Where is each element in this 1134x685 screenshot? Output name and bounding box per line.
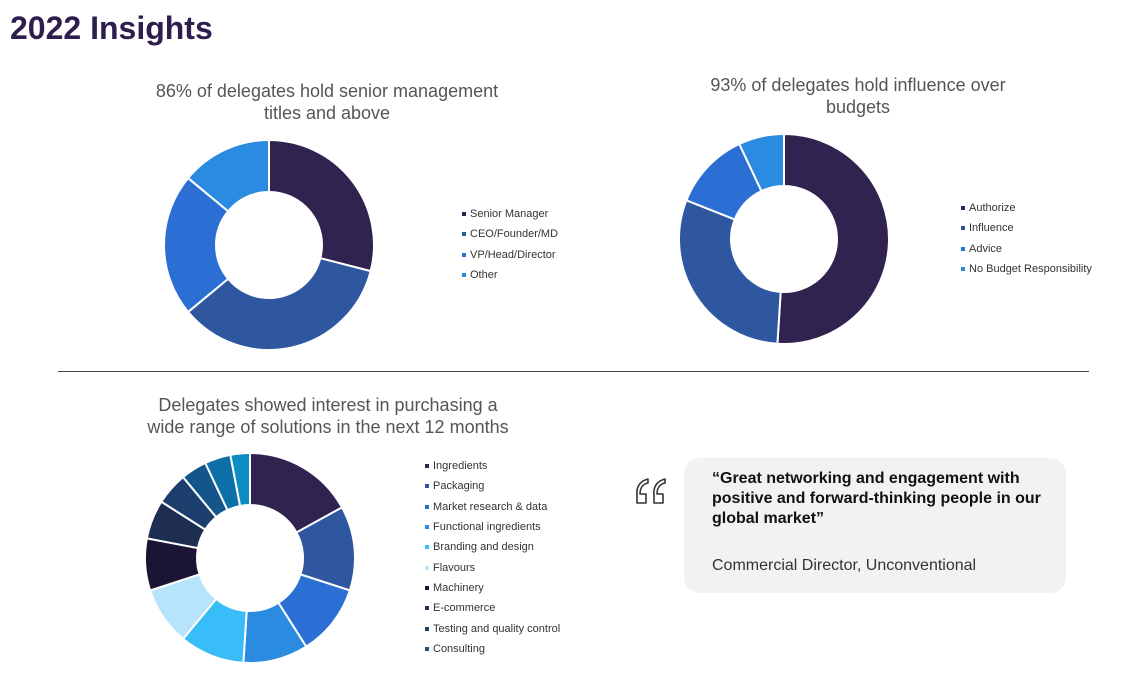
chart-3-legend: Ingredients Packaging Market research & da… bbox=[425, 456, 560, 659]
legend-item: CEO/Founder/MD bbox=[462, 224, 558, 244]
legend-item: E-commerce bbox=[425, 598, 560, 618]
legend-swatch bbox=[425, 504, 429, 509]
legend-label: Ingredients bbox=[433, 460, 488, 473]
legend-swatch bbox=[425, 565, 429, 570]
legend-item: Functional ingredients bbox=[425, 517, 560, 537]
chart-2-legend: Authorize Influence Advice No Budget Respon… bbox=[961, 198, 1092, 279]
chart-3-donut bbox=[144, 451, 356, 664]
chart-1-slice-1 bbox=[268, 138, 375, 273]
page-title: 2022 Insights bbox=[10, 10, 213, 46]
legend-label: Market research & data bbox=[433, 500, 548, 513]
legend-label: VP/Head/Director bbox=[470, 248, 556, 261]
legend-swatch bbox=[425, 646, 429, 651]
legend-label: Packaging bbox=[433, 480, 485, 493]
chart-2-slice-2 bbox=[678, 199, 782, 345]
legend-label: CEO/Founder/MD bbox=[470, 228, 559, 241]
legend-swatch bbox=[462, 273, 466, 278]
legend-swatch bbox=[425, 484, 429, 489]
testimonial-card: “Great networking and engagement with po… bbox=[684, 458, 1066, 593]
testimonial-quote: “Great networking and engagement with po… bbox=[712, 470, 1041, 527]
legend-item: Consulting bbox=[425, 639, 560, 659]
legend-item: Testing and quality control bbox=[425, 618, 560, 638]
legend-swatch bbox=[425, 585, 429, 590]
chart-2-donut bbox=[678, 132, 890, 345]
legend-label: Other bbox=[470, 269, 498, 282]
section-divider bbox=[58, 371, 1089, 372]
chart-3-title: Delegates showed interest in purchasing … bbox=[147, 395, 509, 437]
legend-swatch bbox=[961, 206, 965, 211]
legend-label: Machinery bbox=[433, 581, 484, 594]
legend-item: Senior Manager bbox=[462, 204, 558, 224]
legend-item: Other bbox=[462, 265, 558, 285]
legend-item: Flavours bbox=[425, 557, 560, 577]
legend-swatch bbox=[425, 545, 429, 550]
chart-1-slice-2 bbox=[186, 256, 372, 351]
legend-item: Authorize bbox=[961, 198, 1092, 218]
legend-swatch bbox=[425, 626, 429, 631]
chart-2-slice-1 bbox=[776, 132, 890, 345]
legend-item: Machinery bbox=[425, 578, 560, 598]
legend-swatch bbox=[961, 246, 965, 251]
legend-item: Ingredients bbox=[425, 456, 560, 476]
legend-item: Branding and design bbox=[425, 537, 560, 557]
legend-item: Influence bbox=[961, 218, 1092, 238]
chart-3-slice-12 bbox=[229, 451, 251, 508]
legend-swatch bbox=[462, 212, 466, 217]
legend-swatch bbox=[462, 232, 466, 237]
legend-swatch bbox=[425, 464, 429, 469]
chart-2-slice-4 bbox=[737, 132, 785, 193]
legend-label: Testing and quality control bbox=[433, 622, 561, 635]
legend-label: Authorize bbox=[969, 202, 1016, 215]
chart-1-slice-4 bbox=[186, 138, 270, 213]
legend-item: No Budget Responsibility bbox=[961, 259, 1092, 279]
chart-1-legend: Senior Manager CEO/Founder/MD VP/Head/Dire… bbox=[462, 204, 558, 285]
legend-swatch bbox=[425, 525, 429, 530]
chart-1-donut bbox=[163, 138, 375, 351]
legend-swatch bbox=[425, 606, 429, 611]
legend-item: Advice bbox=[961, 239, 1092, 259]
legend-label: Senior Manager bbox=[470, 208, 549, 221]
legend-label: Consulting bbox=[433, 642, 485, 655]
legend-label: Branding and design bbox=[433, 541, 534, 554]
legend-label: No Budget Responsibility bbox=[969, 263, 1092, 276]
legend-label: E-commerce bbox=[433, 602, 496, 615]
legend-swatch bbox=[961, 267, 965, 272]
testimonial-author: Commercial Director, Unconventional bbox=[712, 557, 977, 574]
chart-2-title: 93% of delegates hold influence over bud… bbox=[710, 75, 1006, 117]
quotation-mark-icon bbox=[636, 478, 666, 504]
legend-label: Influence bbox=[969, 222, 1014, 235]
legend-item: VP/Head/Director bbox=[462, 245, 558, 265]
legend-item: Market research & data bbox=[425, 497, 560, 517]
legend-label: Flavours bbox=[433, 561, 476, 574]
legend-swatch bbox=[462, 252, 466, 257]
legend-label: Advice bbox=[969, 242, 1003, 255]
legend-swatch bbox=[961, 226, 965, 231]
chart-1-title: 86% of delegates hold senior management … bbox=[155, 81, 499, 123]
legend-item: Packaging bbox=[425, 476, 560, 496]
legend-label: Functional ingredients bbox=[433, 521, 541, 534]
